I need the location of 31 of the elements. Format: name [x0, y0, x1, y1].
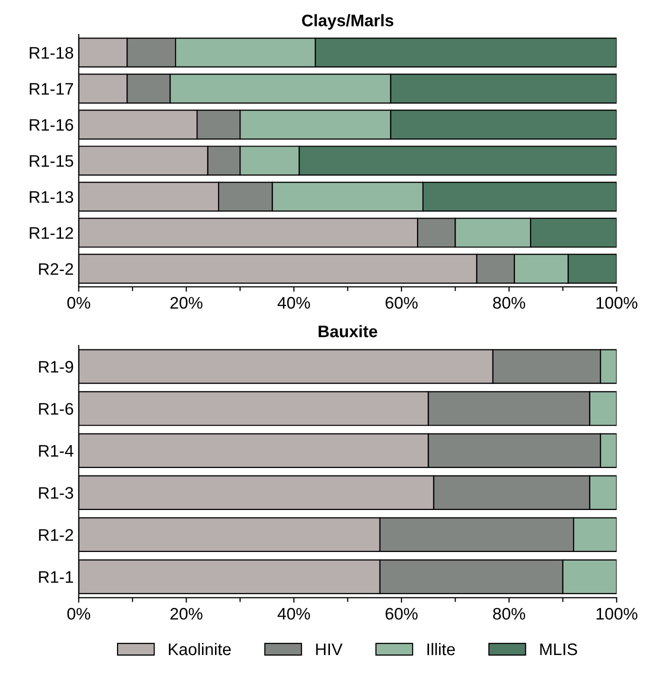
x-tick-label: 0%: [67, 608, 90, 620]
y-tick-label: R1-13: [30, 191, 74, 203]
x-tick-label: 60%: [386, 296, 418, 309]
x-tick-label: 80%: [493, 296, 526, 309]
legend-label: Illite: [427, 642, 455, 656]
y-tick-label: R1-18: [30, 46, 74, 59]
x-tick-label: 100%: [596, 608, 638, 620]
y-tick-label: R1-4: [39, 445, 74, 457]
x-tick-label: 100%: [596, 296, 638, 309]
x-tick-label: 0%: [67, 296, 90, 309]
legend-label: Kaolinite: [168, 642, 231, 656]
x-tick-label: 40%: [278, 296, 310, 309]
chart-title: Clays/Marls: [302, 14, 394, 30]
x-tick-label: 60%: [386, 608, 418, 620]
x-tick-label: 20%: [170, 608, 202, 620]
y-tick-label: R1-17: [30, 83, 74, 95]
y-tick-label: R2-2: [39, 263, 74, 275]
y-tick-label: R1-2: [39, 529, 74, 541]
y-tick-label: R1-15: [30, 155, 74, 167]
x-tick-label: 20%: [170, 296, 202, 309]
legend-label: HIV: [316, 644, 343, 656]
y-tick-label: R1-16: [30, 119, 74, 131]
legend-label: MLIS: [540, 643, 578, 656]
y-tick-label: R1-12: [30, 227, 74, 239]
y-tick-label: R1-9: [39, 360, 74, 373]
x-tick-label: 40%: [278, 608, 310, 620]
y-tick-label: R1-1: [39, 571, 74, 583]
y-tick-label: R1-6: [39, 402, 74, 415]
y-tick-label: R1-3: [39, 487, 74, 499]
chart-title: Bauxite: [318, 325, 378, 338]
x-tick-label: 80%: [493, 608, 526, 620]
